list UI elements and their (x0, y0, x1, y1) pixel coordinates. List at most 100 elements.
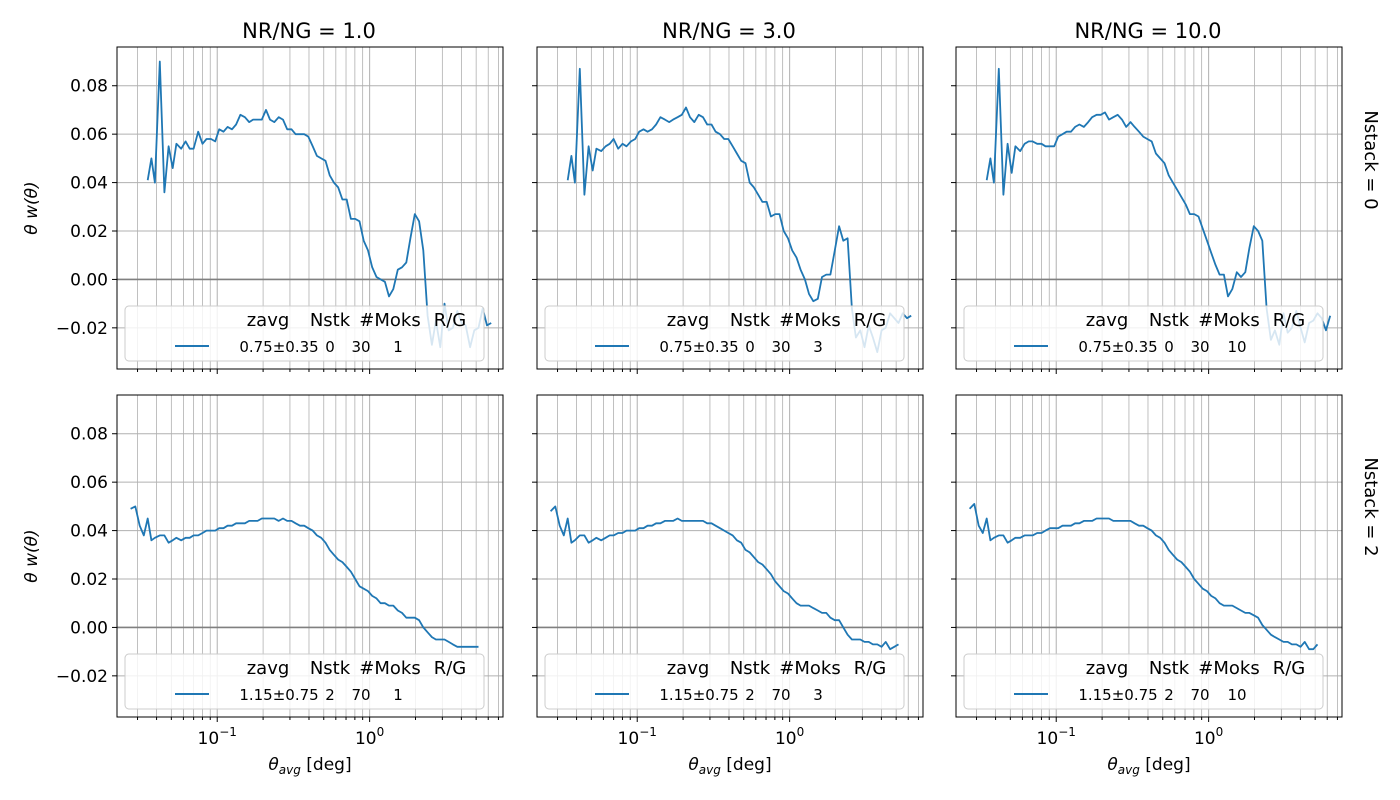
y-tick-label: 0.06 (70, 473, 108, 493)
legend: zavg Nstk #Moks R/G 0.75±0.35 0 30 3 (544, 305, 905, 362)
legend-value: 1.15±0.75 (239, 686, 318, 704)
legend-header: R/G (434, 310, 467, 331)
axes-frame (955, 46, 1343, 370)
x-tick-label: 100 (775, 725, 804, 749)
panel-grid: 0.08 0.06 0.04 0.02 0.00 −0.02 θ w(θ) zavg Nstk #… (22, 46, 1343, 777)
legend-value: 1 (393, 338, 403, 356)
legend-value: 0.75±0.35 (239, 338, 318, 356)
legend: zavg Nstk #Moks R/G 0.75±0.35 0 30 1 (124, 305, 485, 362)
x-tick-base: 10 (1037, 729, 1059, 749)
y-tick-label: 0.08 (70, 77, 108, 97)
legend-value: 1 (393, 686, 403, 704)
x-tick-base: 10 (1194, 729, 1216, 749)
column-title-3: NR/NG = 10.0 (1074, 19, 1221, 43)
x-tick-label: 10−1 (198, 725, 237, 749)
panel-r0c1: zavg Nstk #Moks R/G 0.75±0.35 0 30 3 (532, 46, 924, 374)
x-tick-exponent: 0 (377, 725, 385, 739)
x-tick-base: 10 (198, 729, 220, 749)
y-tick-label: 0.04 (70, 522, 108, 542)
y-tick-label: 0.00 (70, 618, 108, 638)
axes-frame (116, 46, 504, 370)
series-line (985, 67, 1332, 346)
legend: zavg Nstk #Moks R/G 1.15±0.75 2 70 1 (124, 653, 485, 710)
x-axis-label-symbol: θ (268, 755, 279, 775)
x-tick-label: 100 (355, 725, 384, 749)
y-axis-label: θ w(θ) (22, 529, 42, 582)
panel-r0c0: 0.08 0.06 0.04 0.02 0.00 −0.02 θ w(θ) zavg Nstk #… (22, 46, 504, 374)
legend-header: zavg (1086, 658, 1129, 679)
panel-r0c2: zavg Nstk #Moks R/G 0.75±0.35 0 30 10 (951, 46, 1343, 374)
legend-box (963, 653, 1324, 710)
x-tick-base: 10 (618, 729, 640, 749)
axes-frame (536, 46, 924, 370)
legend-header: zavg (667, 658, 710, 679)
legend: zavg Nstk #Moks R/G 1.15±0.75 2 70 10 (963, 653, 1324, 710)
x-tick-base: 10 (355, 729, 377, 749)
legend-value: 0 (745, 338, 755, 356)
x-axis-label-unit: [deg] (721, 755, 772, 775)
series-line (146, 60, 492, 349)
legend-header: #Moks (359, 310, 420, 331)
legend-value: 2 (325, 686, 335, 704)
legend-value: 0 (325, 338, 335, 356)
row-titles: Nstack = 0 Nstack = 2 (1360, 110, 1381, 556)
legend-value: 0.75±0.35 (659, 338, 738, 356)
y-tick-label: −0.02 (56, 667, 108, 687)
legend-value: 1.15±0.75 (659, 686, 738, 704)
x-tick-exponent: −1 (639, 725, 657, 739)
y-tick-label: 0.02 (70, 570, 108, 590)
y-tick-label: 0.06 (70, 125, 108, 145)
x-axis-label: θavg [deg] (268, 755, 351, 777)
legend-value: 2 (745, 686, 755, 704)
legend-value: 2 (1164, 686, 1174, 704)
row-title-1: Nstack = 0 (1360, 110, 1381, 209)
legend-header: R/G (854, 658, 887, 679)
series-line (130, 505, 479, 648)
y-tick-label: 0.00 (70, 270, 108, 290)
legend-value: 0.75±0.35 (1078, 338, 1157, 356)
y-tick-label: 0.08 (70, 425, 108, 445)
y-axis-label: θ w(θ) (22, 181, 42, 234)
x-axis-label-symbol: θ (1107, 755, 1118, 775)
column-title-2: NR/NG = 3.0 (662, 19, 796, 43)
x-axis-label-subscript: avg (699, 763, 721, 777)
axes-frame (955, 394, 1343, 718)
legend-box (963, 305, 1324, 362)
legend-header: zavg (247, 658, 290, 679)
legend-header: R/G (434, 658, 467, 679)
legend-header: zavg (667, 310, 710, 331)
legend-header: #Moks (1198, 310, 1259, 331)
legend-header: #Moks (779, 310, 840, 331)
legend-box (124, 305, 485, 362)
x-axis-label-symbol: θ (688, 755, 699, 775)
row-title-2: Nstack = 2 (1360, 457, 1381, 556)
legend-value: 1.15±0.75 (1078, 686, 1157, 704)
x-tick-exponent: −1 (1058, 725, 1076, 739)
legend-box (544, 653, 905, 710)
legend-box (544, 305, 905, 362)
axes-frame (536, 394, 924, 718)
legend-value: 3 (813, 338, 823, 356)
legend-value: 30 (351, 338, 370, 356)
legend-value: 70 (1190, 686, 1209, 704)
legend-header: zavg (247, 310, 290, 331)
legend-header: Nstk (1149, 310, 1190, 331)
x-tick-label: 10−1 (618, 725, 657, 749)
legend: zavg Nstk #Moks R/G 1.15±0.75 2 70 3 (544, 653, 905, 710)
x-tick-label: 100 (1194, 725, 1223, 749)
x-tick-exponent: 0 (1216, 725, 1224, 739)
y-tick-label: −0.02 (56, 319, 108, 339)
x-tick-label: 10−1 (1037, 725, 1076, 749)
x-axis-label-subscript: avg (279, 763, 301, 777)
legend-header: R/G (854, 310, 887, 331)
legend-header: #Moks (1198, 658, 1259, 679)
y-tick-label: 0.04 (70, 174, 108, 194)
legend-header: Nstk (730, 658, 771, 679)
legend-header: R/G (1273, 658, 1306, 679)
axes-frame (116, 394, 504, 718)
column-title-1: NR/NG = 1.0 (242, 19, 376, 43)
